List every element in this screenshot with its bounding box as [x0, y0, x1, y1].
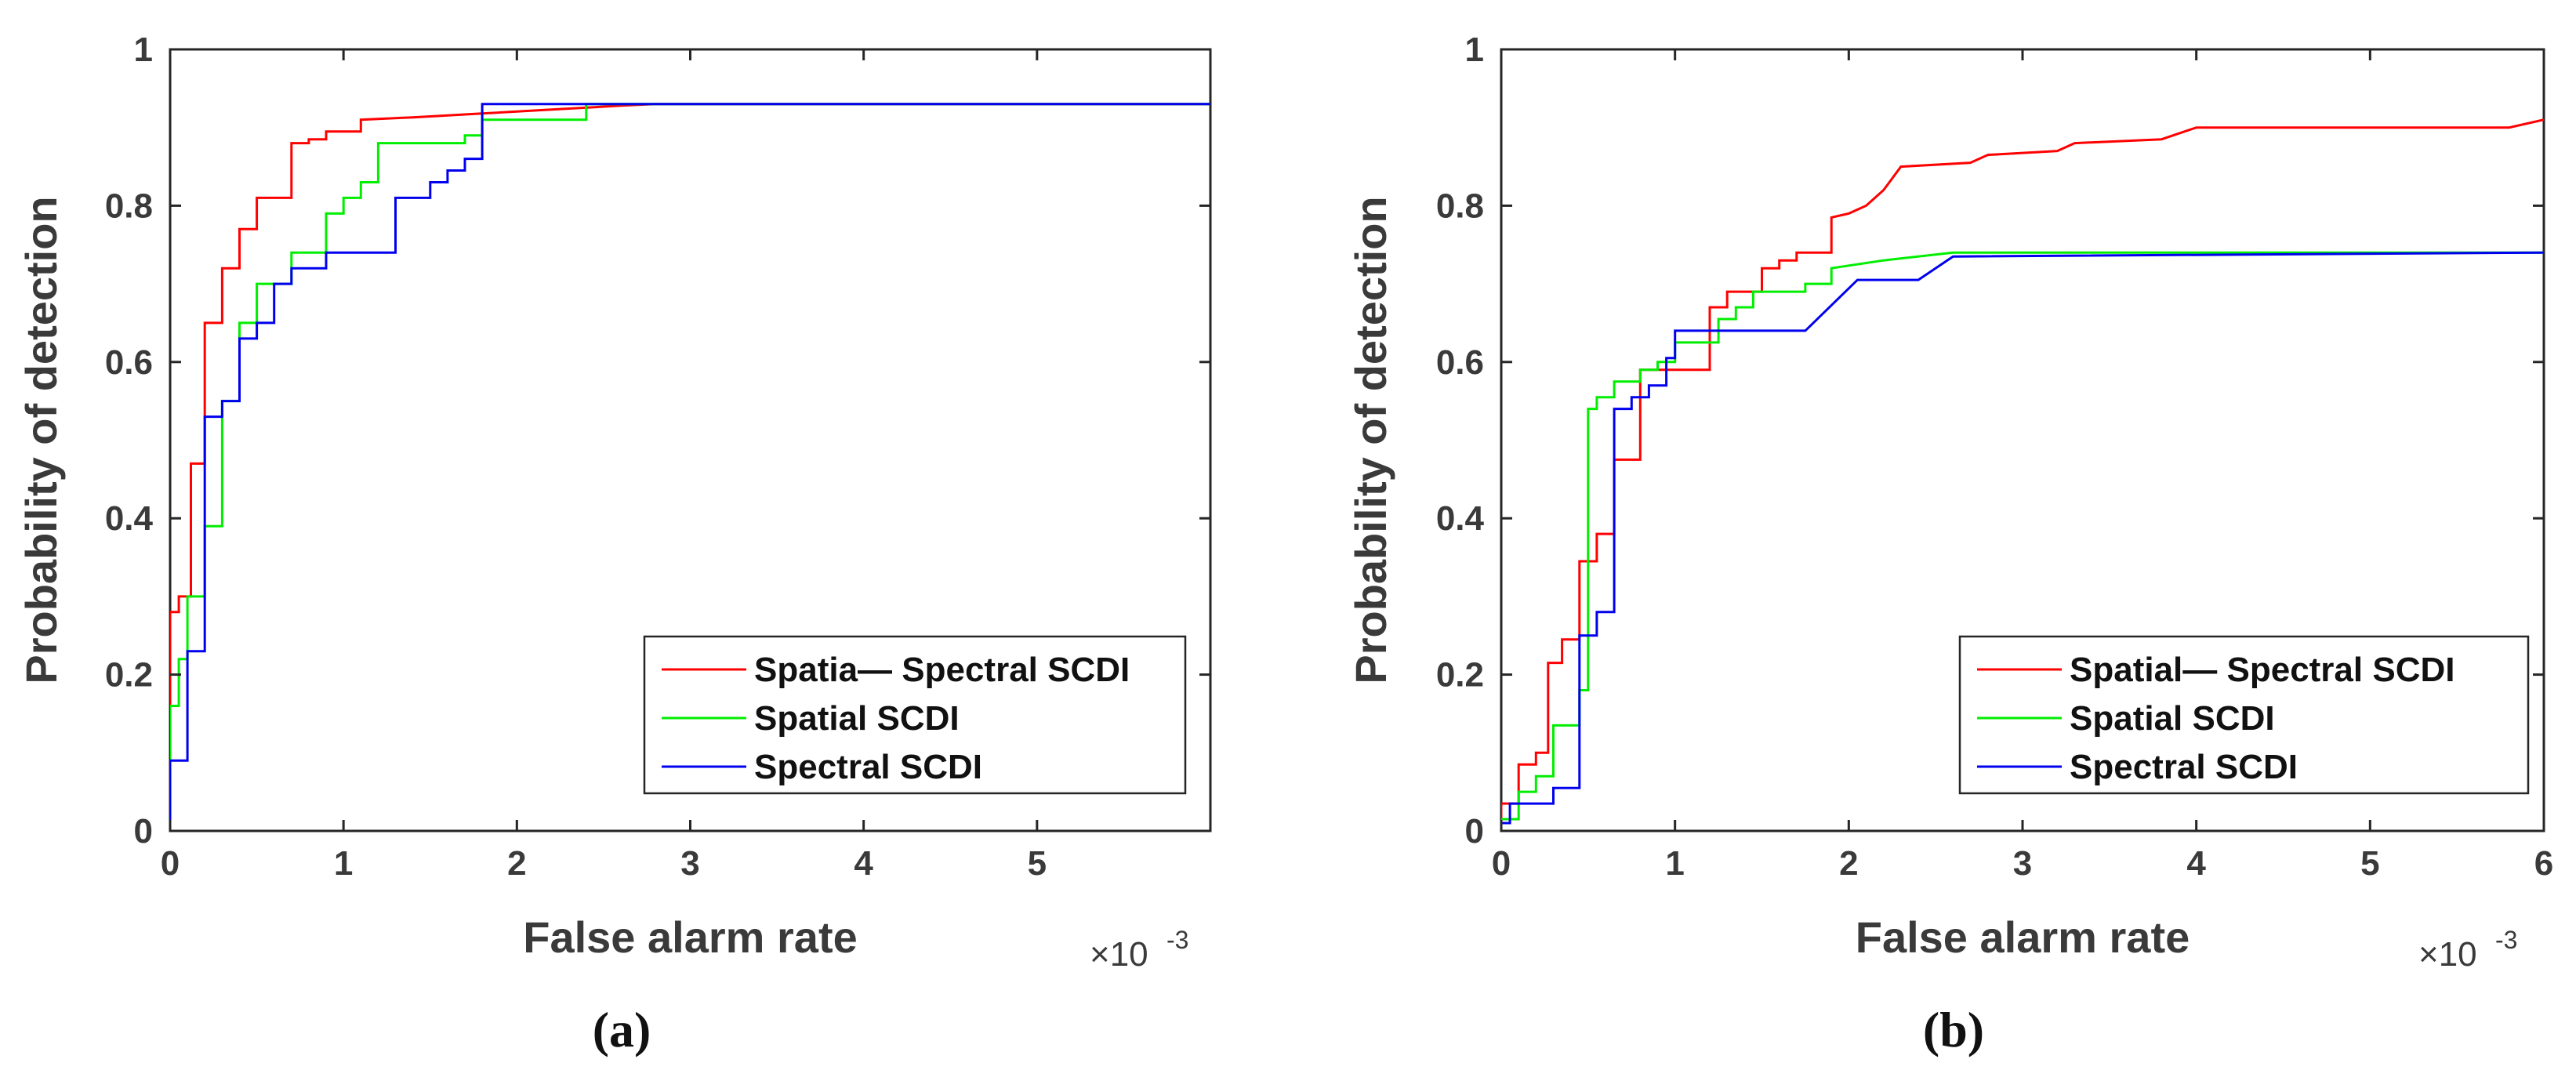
x-tick-label: 5 [1028, 844, 1047, 883]
x-tick-label: 2 [507, 844, 526, 883]
legend-label-3: Spectral SCDI [754, 748, 982, 786]
x-tick-label: 3 [680, 844, 699, 883]
x-tick-label: 1 [1665, 844, 1684, 883]
legend-label-1: Spatial— Spectral SCDI [2070, 651, 2454, 689]
y-tick-label: 0.2 [105, 656, 153, 695]
y-tick-label: 0.8 [105, 187, 153, 225]
legend-label-3: Spectral SCDI [2070, 748, 2298, 786]
x-tick-label: 1 [334, 844, 353, 883]
y-axis-label: Probability of detection [1346, 196, 1395, 684]
y-tick-label: 1 [134, 31, 153, 69]
x-tick-label: 4 [854, 844, 873, 883]
chart-caption: (b) [1923, 1002, 1984, 1057]
x-tick-label: 4 [2186, 844, 2206, 883]
series-line-1 [170, 103, 1210, 831]
x-axis-label: False alarm rate [523, 912, 857, 962]
y-tick-label: 1 [1465, 31, 1484, 69]
x-tick-label: 6 [2534, 844, 2553, 883]
series-line-3 [170, 103, 1210, 831]
x-multiplier-exponent: -3 [2495, 926, 2517, 954]
x-multiplier-exponent: -3 [1166, 926, 1188, 954]
chart-a: 0 1 2 3 4 5 0 0.2 0.4 0.6 0.8 1 False alarm rate Prob… [16, 31, 1212, 1057]
y-tick-label: 0 [1465, 812, 1484, 851]
x-tick-label: 0 [1492, 844, 1511, 883]
x-multiplier: ×10 [2418, 935, 2477, 974]
chart-caption: (a) [593, 1002, 651, 1057]
y-tick-label: 0.6 [105, 343, 153, 382]
y-tick-label: 0.2 [1436, 656, 1484, 695]
legend-label-2: Spatial SCDI [2070, 699, 2275, 738]
legend-label-1: Spatia— Spectral SCDI [754, 651, 1130, 689]
y-tick-label: 0.4 [105, 499, 154, 538]
series-line-2 [1501, 251, 2544, 831]
y-tick-label: 0.6 [1436, 343, 1484, 382]
series-line-1 [1501, 118, 2544, 831]
x-tick-label: 2 [1839, 844, 1858, 883]
y-axis-label: Probability of detection [16, 196, 66, 684]
x-tick-label: 0 [161, 844, 180, 883]
x-tick-label: 3 [2013, 844, 2032, 883]
chart-b: 0 1 2 3 4 5 6 0 0.2 0.4 0.6 0.8 1 False alarm rate Pro… [1346, 31, 2553, 1057]
series-line-2 [170, 103, 1210, 831]
x-multiplier: ×10 [1090, 935, 1148, 974]
series-line-3 [1501, 251, 2544, 831]
y-tick-label: 0 [134, 812, 153, 851]
x-axis-label: False alarm rate [1856, 912, 2190, 962]
legend-label-2: Spatial SCDI [754, 699, 960, 738]
x-tick-label: 5 [2360, 844, 2379, 883]
y-tick-label: 0.4 [1436, 499, 1485, 538]
y-tick-label: 0.8 [1436, 187, 1484, 225]
